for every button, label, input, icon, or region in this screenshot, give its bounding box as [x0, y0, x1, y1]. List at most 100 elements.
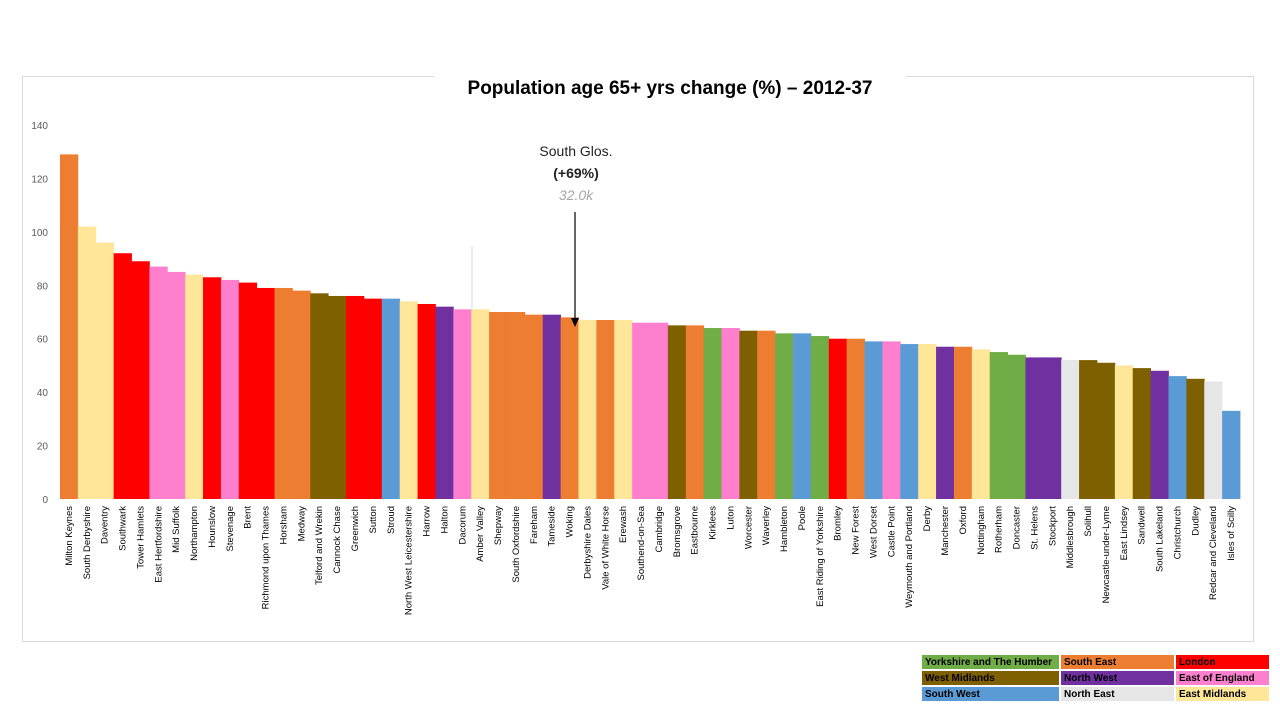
x-tick-label: Brent	[243, 506, 254, 529]
bar	[667, 325, 687, 499]
bar	[238, 282, 258, 499]
bar	[1007, 354, 1026, 499]
x-tick-label: Poole	[797, 506, 808, 530]
x-tick-label: Harrow	[422, 506, 433, 537]
x-tick-label: Shepway	[493, 506, 504, 545]
bar	[363, 298, 383, 499]
x-tick-label: Woking	[565, 506, 576, 538]
x-tick-label: Telford and Wrekin	[314, 506, 325, 585]
x-tick-label: Daventry	[100, 506, 111, 544]
bar	[703, 328, 722, 499]
bar	[882, 341, 901, 499]
x-tick-label: East Lindsey	[1119, 506, 1130, 561]
x-tick-label: Medway	[296, 506, 307, 542]
legend-item: East Midlands	[1175, 686, 1270, 702]
chart-title: Population age 65+ yrs change (%) – 2012…	[434, 66, 906, 112]
bar	[846, 338, 865, 499]
x-tick-label: Isles of Scilly	[1226, 506, 1237, 561]
bar	[596, 320, 615, 499]
bar	[203, 277, 222, 499]
x-tick-label: Stockport	[1047, 506, 1058, 546]
bar	[1096, 362, 1116, 499]
y-tick-label: 0	[42, 495, 48, 506]
x-tick-label: Oxford	[958, 506, 969, 535]
bar	[435, 306, 454, 499]
x-tick-label: Doncaster	[1012, 506, 1023, 549]
x-tick-label: Redcar and Cleveland	[1208, 506, 1219, 600]
bar	[77, 226, 97, 499]
x-tick-label: Cambridge	[654, 506, 665, 552]
x-tick-label: Kirklees	[708, 506, 719, 540]
bar	[632, 322, 651, 499]
legend-item: West Midlands	[921, 670, 1060, 686]
x-tick-label: Bromsgrove	[672, 506, 683, 557]
bar	[864, 341, 883, 499]
bar	[274, 287, 293, 499]
bar	[1150, 370, 1169, 499]
bar	[1079, 360, 1098, 499]
bar	[399, 301, 418, 499]
legend-item: North West	[1060, 670, 1175, 686]
x-tick-label: Stevenage	[225, 506, 236, 551]
x-tick-label: Waverley	[761, 506, 772, 545]
legend-item: Yorkshire and The Humber	[921, 654, 1060, 670]
bar	[971, 349, 991, 499]
x-tick-label: Rotherham	[994, 506, 1005, 553]
x-tick-label: South Oxfordshire	[511, 506, 522, 583]
y-tick-label: 140	[31, 121, 48, 132]
x-tick-label: Manchester	[940, 506, 951, 556]
bar	[721, 328, 740, 499]
annotation-arrow-head	[571, 318, 579, 327]
legend-item: London	[1175, 654, 1270, 670]
bar	[793, 333, 812, 499]
bar	[578, 320, 597, 499]
bar	[185, 274, 204, 499]
x-tick-label: East Hertfordshire	[153, 506, 164, 583]
bar	[685, 325, 705, 499]
x-tick-label: Southend-on-Sea	[636, 505, 647, 580]
x-tick-label: Southwark	[118, 506, 129, 551]
bar	[220, 279, 240, 499]
x-tick-label: Solihull	[1083, 506, 1094, 537]
bar	[757, 330, 776, 499]
x-tick-label: Sutton	[368, 506, 379, 533]
x-tick-label: Sandwell	[1137, 506, 1148, 545]
bar	[1186, 378, 1205, 499]
x-tick-label: Hambleton	[779, 506, 790, 552]
bar	[775, 333, 794, 499]
x-tick-label: Weymouth and Portland	[904, 506, 915, 608]
x-tick-label: Tameside	[547, 506, 558, 547]
x-tick-label: Stroud	[386, 506, 397, 534]
bar	[417, 303, 436, 499]
y-tick-label: 100	[31, 228, 48, 239]
x-tick-label: Northampton	[189, 506, 200, 561]
bar	[1204, 381, 1223, 499]
bar	[936, 346, 955, 499]
x-tick-label: Dacorum	[457, 506, 468, 545]
legend-item: South East	[1060, 654, 1175, 670]
bar	[989, 352, 1008, 499]
x-tick-label: St. Helens	[1029, 506, 1040, 550]
y-tick-label: 60	[37, 335, 49, 346]
x-tick-label: East Riding of Yorkshire	[815, 506, 826, 607]
bar	[310, 293, 329, 499]
bar	[542, 314, 562, 499]
x-tick-label: Vale of White Horse	[600, 506, 611, 590]
bar	[95, 242, 115, 500]
x-tick-label: South Derbyshire	[82, 506, 93, 579]
x-tick-label: Derbyshire Dales	[582, 506, 593, 579]
annotation-population: 32.0k	[558, 187, 594, 203]
bar	[453, 309, 472, 499]
x-tick-label: Christchurch	[1172, 506, 1183, 559]
x-tick-label: Halton	[439, 506, 450, 533]
bar	[489, 312, 508, 499]
x-tick-label: West Dorset	[868, 506, 879, 558]
x-tick-label: Richmond upon Thames	[261, 506, 272, 610]
y-tick-label: 20	[37, 442, 49, 453]
legend-item: North East	[1060, 686, 1175, 702]
bar	[149, 266, 168, 499]
annotation-name: South Glos.	[539, 143, 613, 159]
bar	[828, 338, 848, 499]
x-tick-label: Mid Suffolk	[171, 506, 182, 553]
